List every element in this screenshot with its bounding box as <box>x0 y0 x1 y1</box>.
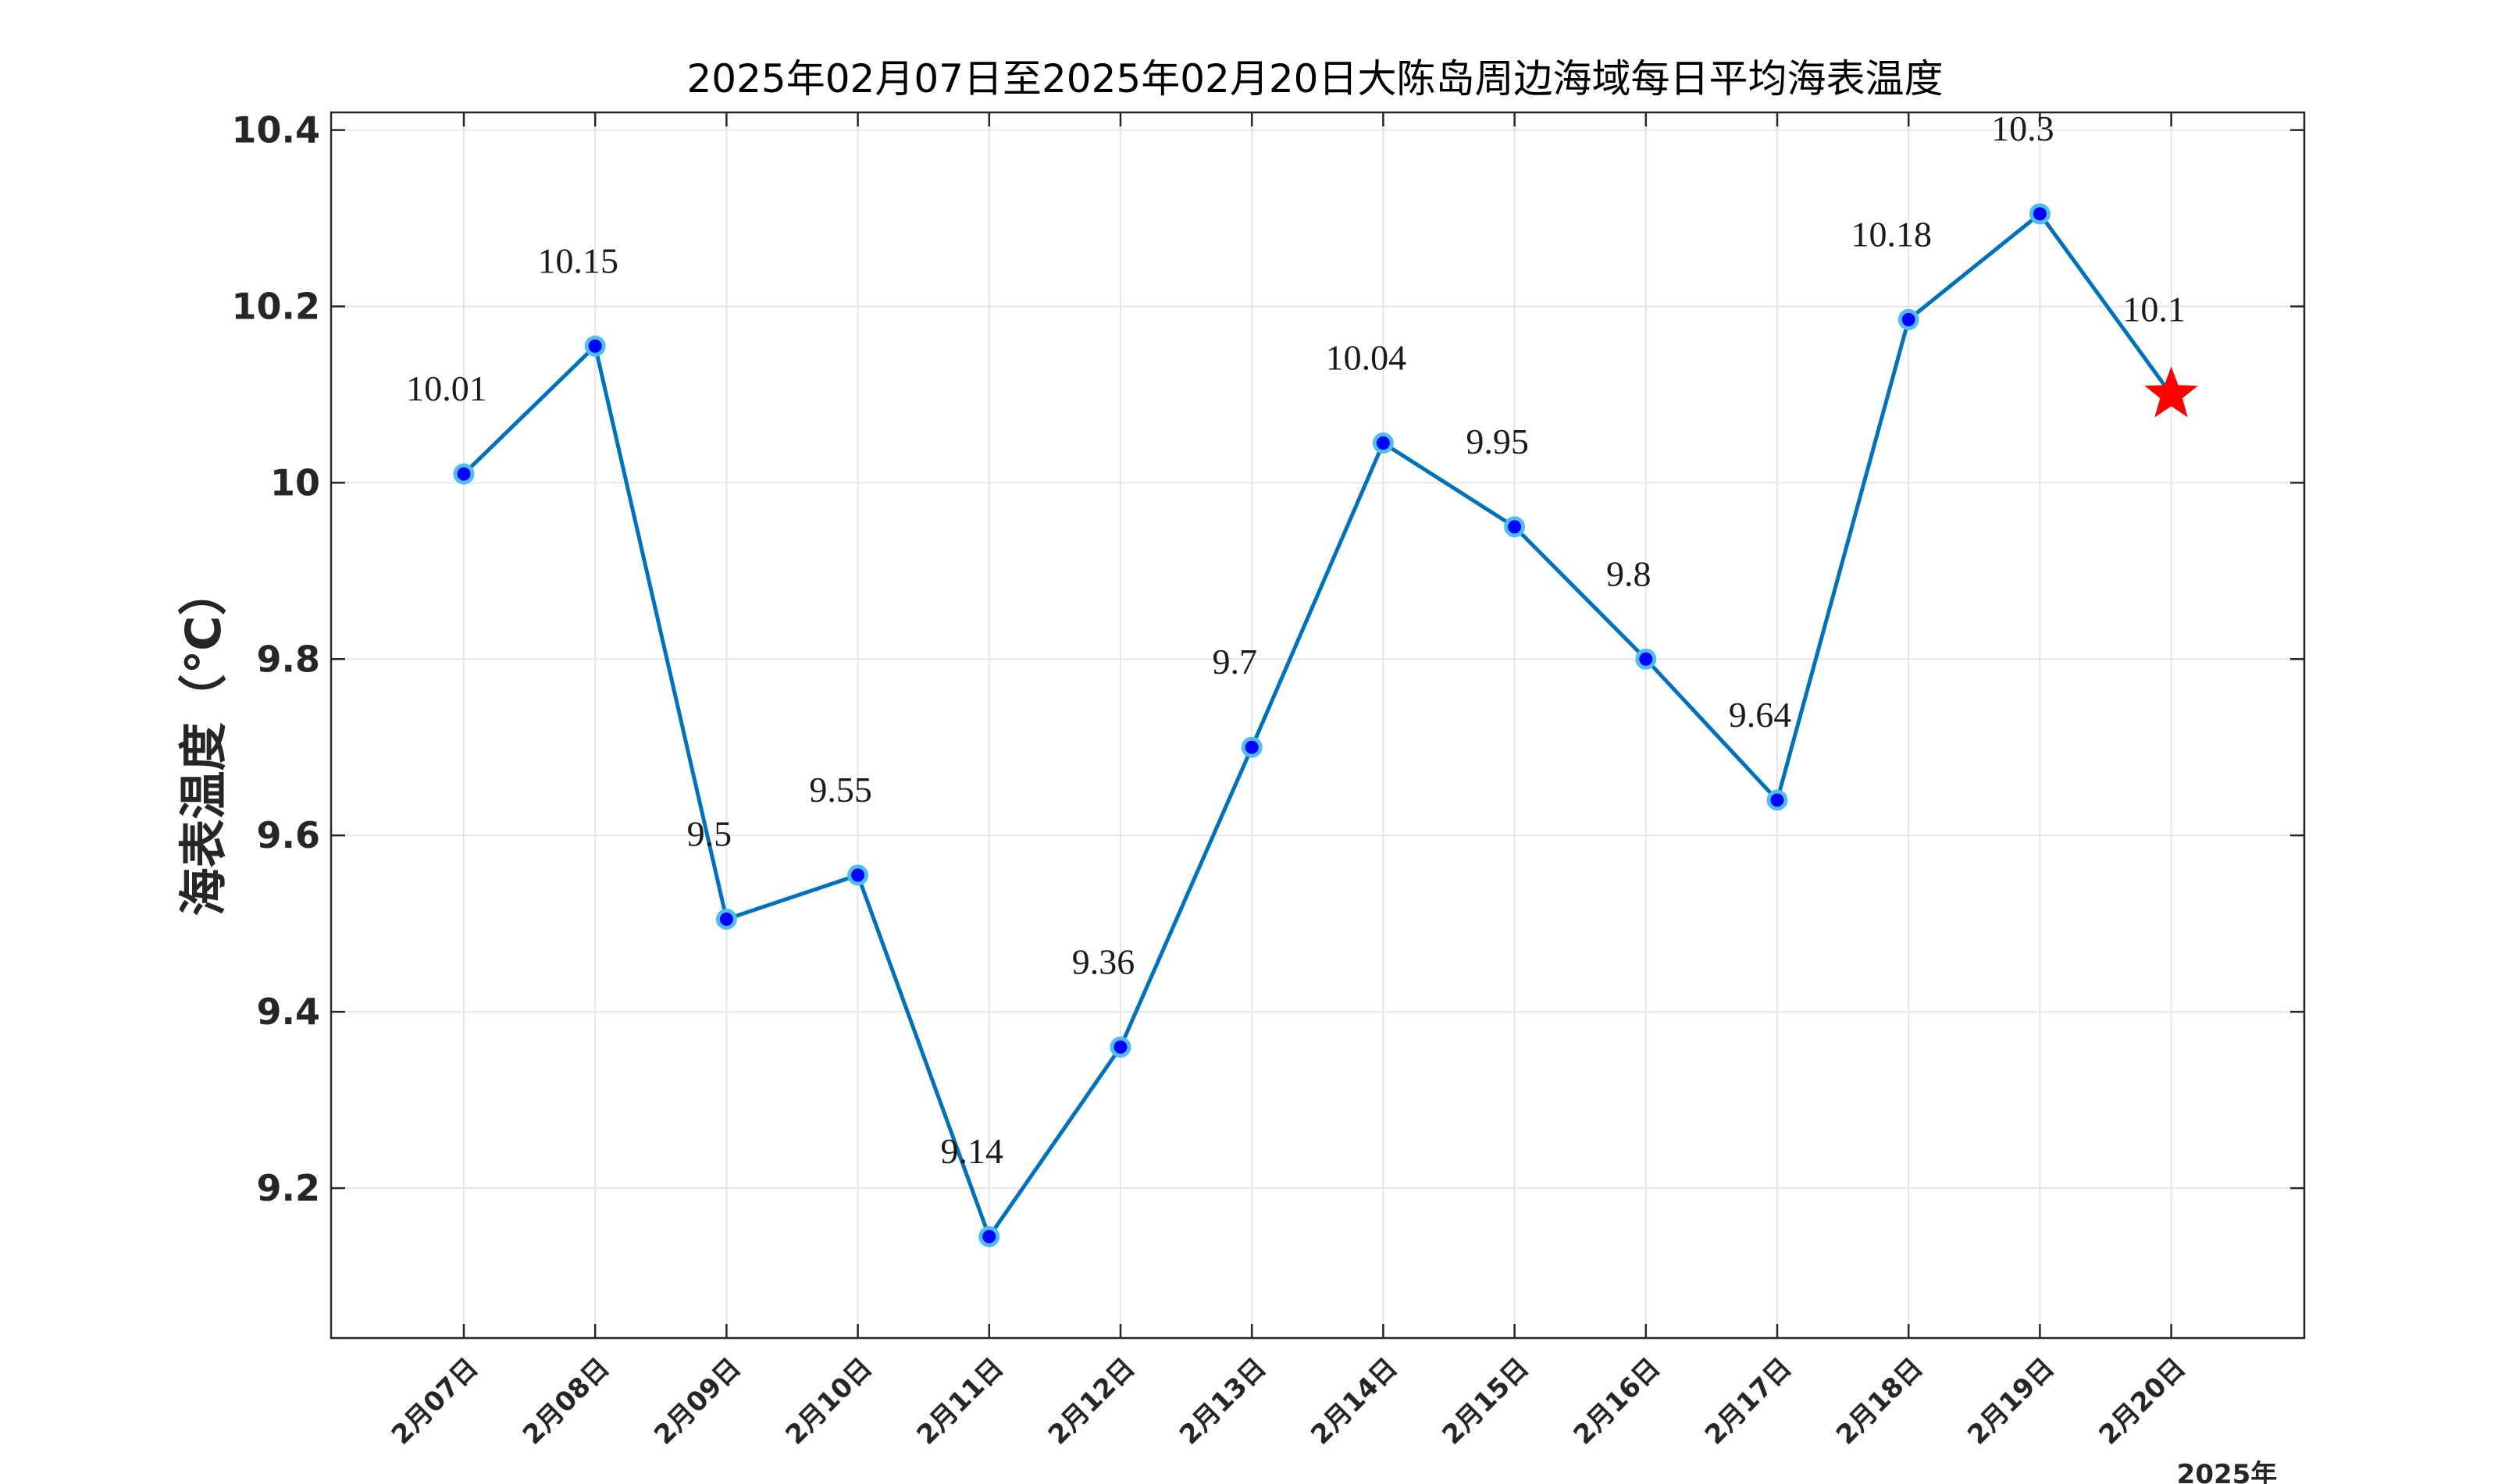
data-point <box>1897 308 1919 330</box>
data-label: 9.7 <box>1212 642 1257 682</box>
data-label: 9.95 <box>1466 422 1529 461</box>
data-point <box>2029 203 2051 225</box>
y-tick-label: 9.8 <box>257 638 321 680</box>
data-label: 10.04 <box>1326 338 1407 378</box>
data-point <box>847 864 869 886</box>
y-tick-label: 10 <box>270 461 320 504</box>
x-tick-label: 2月10日 <box>779 1352 878 1451</box>
x-tick-label: 2月12日 <box>1042 1352 1142 1451</box>
data-labels: 10.01 10.15 9.5 9.55 9.14 9.36 9.7 10.04 9.95 9.8… <box>406 109 2186 1171</box>
data-label: 10.1 <box>2122 289 2186 329</box>
x-tick-label: 2月09日 <box>648 1352 747 1451</box>
forecast-star-marker <box>2144 366 2198 418</box>
x-tick-label: 2月08日 <box>517 1352 616 1451</box>
y-tick-label: 9.2 <box>257 1167 321 1209</box>
x-tick-label: 2月14日 <box>1305 1352 1404 1451</box>
data-point <box>1766 789 1788 811</box>
x-axis: 2月07日 2月08日 2月09日 2月10日 2月11日 2月12日 2月13日 2月14日… <box>386 112 2192 1451</box>
x-tick-label: 2月20日 <box>2093 1352 2192 1451</box>
data-point <box>1110 1036 1131 1058</box>
y-tick-label: 10.2 <box>232 285 321 327</box>
data-label: 9.5 <box>687 813 732 853</box>
data-label: 9.55 <box>809 770 872 810</box>
data-point <box>715 908 737 930</box>
data-label: 10.15 <box>537 240 618 280</box>
data-point <box>1241 736 1263 758</box>
data-point <box>584 335 606 357</box>
y-tick-label: 9.4 <box>257 991 321 1033</box>
y-axis: 9.2 9.4 9.6 9.8 10 10.2 10.4 <box>232 109 2304 1209</box>
series-line <box>462 212 2173 1239</box>
data-label: 10.18 <box>1851 214 1932 254</box>
x-tick-label: 2月07日 <box>386 1352 485 1451</box>
y-tick-label: 9.6 <box>257 814 321 856</box>
x-tick-label: 2月11日 <box>911 1352 1010 1451</box>
data-point <box>1635 648 1657 670</box>
plot-area <box>330 111 2306 1340</box>
data-point <box>1372 432 1394 454</box>
data-label: 9.64 <box>1729 695 1792 735</box>
x-tick-label: 2月19日 <box>1961 1352 2061 1451</box>
x-tick-label: 2月15日 <box>1436 1352 1535 1451</box>
gridlines <box>331 112 2304 1338</box>
y-axis-label: 海表温度（℃） <box>175 567 232 916</box>
data-label: 10.01 <box>406 368 487 408</box>
x-axis-year-note: 2025年 <box>2177 1459 2278 1484</box>
x-tick-label: 2月18日 <box>1830 1352 1929 1451</box>
data-point <box>978 1226 1000 1247</box>
data-point <box>453 463 475 485</box>
chart-title: 2025年02月07日至2025年02月20日大陈岛周边海域每日平均海表温度 <box>687 56 1944 101</box>
data-label: 9.14 <box>941 1131 1004 1171</box>
data-label: 9.8 <box>1606 553 1652 593</box>
data-markers <box>453 203 2198 1247</box>
x-tick-label: 2月17日 <box>1699 1352 1798 1451</box>
y-tick-label: 10.4 <box>232 109 321 151</box>
x-tick-label: 2月13日 <box>1174 1352 1273 1451</box>
x-tick-label: 2月16日 <box>1568 1352 1667 1451</box>
data-label: 9.36 <box>1072 941 1135 981</box>
data-point <box>1504 516 1526 538</box>
data-label: 10.3 <box>1991 109 2054 148</box>
